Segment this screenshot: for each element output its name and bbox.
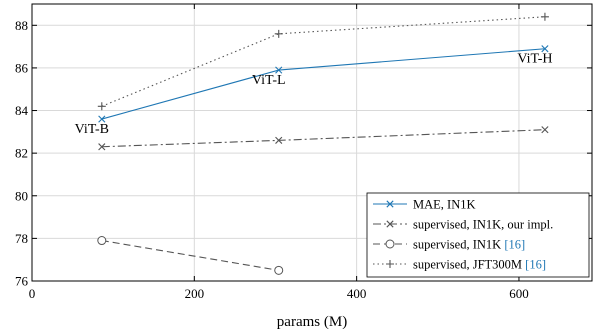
y-tick-label: 80: [15, 188, 28, 203]
legend-entry: supervised, JFT300M [16]: [413, 258, 546, 272]
series-3: [97, 12, 549, 111]
legend: MAE, IN1K supervised, IN1K, our impl. supe…: [366, 192, 590, 278]
data-point: [274, 29, 283, 38]
series-line: [101, 129, 545, 148]
series-line: [101, 16, 545, 107]
legend-marker: [385, 239, 395, 249]
annotation-label: ViT-B: [75, 122, 109, 137]
x-tick-label: 600: [509, 286, 529, 301]
y-tick-label: 82: [15, 146, 28, 161]
legend-box: [366, 192, 590, 278]
y-tick-label: 84: [15, 103, 29, 118]
data-point: [97, 102, 106, 111]
x-tick-label: 0: [29, 286, 36, 301]
legend-marker: [386, 200, 394, 208]
legend-entry: supervised, IN1K, our impl.: [413, 218, 553, 232]
series-1: [98, 126, 549, 151]
series-0: [98, 45, 549, 123]
legend-entry: MAE, IN1K: [413, 198, 476, 212]
legend-marker: [386, 260, 394, 268]
legend-marker: [386, 220, 394, 228]
data-point: [275, 66, 283, 74]
series-layer: [97, 12, 549, 275]
data-point: [541, 126, 549, 134]
plot-frame: [31, 3, 593, 282]
y-tick-label: 76: [15, 274, 29, 289]
data-point: [541, 45, 549, 53]
y-tick-label: 86: [15, 60, 29, 75]
x-tick-label: 200: [185, 286, 205, 301]
series-2: [97, 236, 284, 275]
data-point: [274, 265, 284, 275]
data-point: [97, 236, 107, 246]
y-tick-label: 88: [15, 18, 28, 33]
data-point: [540, 12, 549, 21]
y-tick-label: 78: [15, 231, 28, 246]
x-axis-label: params (M): [277, 314, 347, 330]
data-point: [98, 115, 106, 123]
x-tick-label: 400: [347, 286, 367, 301]
annotation-layer: ViT-B ViT-L ViT-H: [75, 52, 553, 137]
annotation-label: ViT-H: [517, 52, 552, 67]
series-line: [101, 48, 545, 120]
series-line: [101, 239, 279, 271]
axis-ticks: 76 78 80 82 84 86 88 0 200 400 600: [15, 4, 592, 301]
annotation-label: ViT-L: [252, 73, 286, 88]
legend-entry: supervised, IN1K [16]: [413, 238, 525, 252]
data-point: [275, 136, 283, 144]
data-point: [98, 143, 106, 151]
